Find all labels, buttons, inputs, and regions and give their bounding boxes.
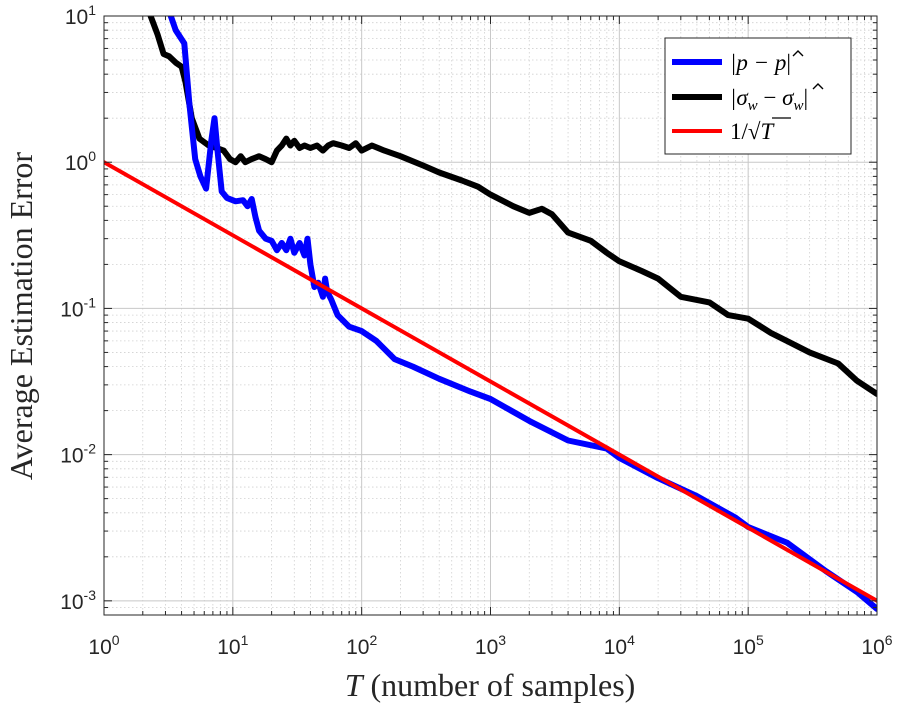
legend-hat-mark-p xyxy=(792,50,804,57)
legend-sigma-hat: σ xyxy=(782,85,795,110)
y-tick-label: 101 xyxy=(65,2,96,29)
series-layer xyxy=(104,16,877,612)
x-axis-variable: T xyxy=(345,667,365,703)
legend-hat-mark-sigma xyxy=(812,83,824,90)
x-tick-label: 105 xyxy=(733,632,764,659)
y-tick-label: 10-1 xyxy=(60,294,96,321)
series-line-inv-sqrt xyxy=(104,160,877,603)
legend-p-hat: p xyxy=(773,50,787,75)
legend: |p − p| |σw − σw| 1/√T xyxy=(664,37,852,155)
x-tick-label: 103 xyxy=(475,632,506,659)
x-tick-label: 106 xyxy=(861,632,892,659)
x-tick-labels: 100 101 102 103 104 105 106 xyxy=(88,632,892,659)
x-axis-description: (number of samples) xyxy=(362,667,635,703)
y-tick-labels: 10-3 10-2 10-1 100 101 xyxy=(60,2,96,614)
legend-label-sigma-error: |σw − σw| xyxy=(730,85,808,114)
legend-label-p-error: |p − p| xyxy=(730,50,791,75)
series-line-p-error xyxy=(167,16,877,612)
x-tick-label: 104 xyxy=(604,632,635,659)
x-axis-title: T (number of samples) xyxy=(345,667,636,703)
tick-marks xyxy=(103,15,878,615)
x-tick-label: 101 xyxy=(217,632,248,659)
y-tick-label: 100 xyxy=(65,148,96,175)
y-axis-title: Average Estimation Error xyxy=(3,152,39,481)
y-tick-label: 10-2 xyxy=(60,441,96,468)
x-tick-label: 102 xyxy=(346,632,377,659)
legend-label-inv-sqrt: 1/√T xyxy=(730,119,776,144)
y-tick-label: 10-3 xyxy=(60,587,96,614)
x-tick-label: 100 xyxy=(88,632,119,659)
